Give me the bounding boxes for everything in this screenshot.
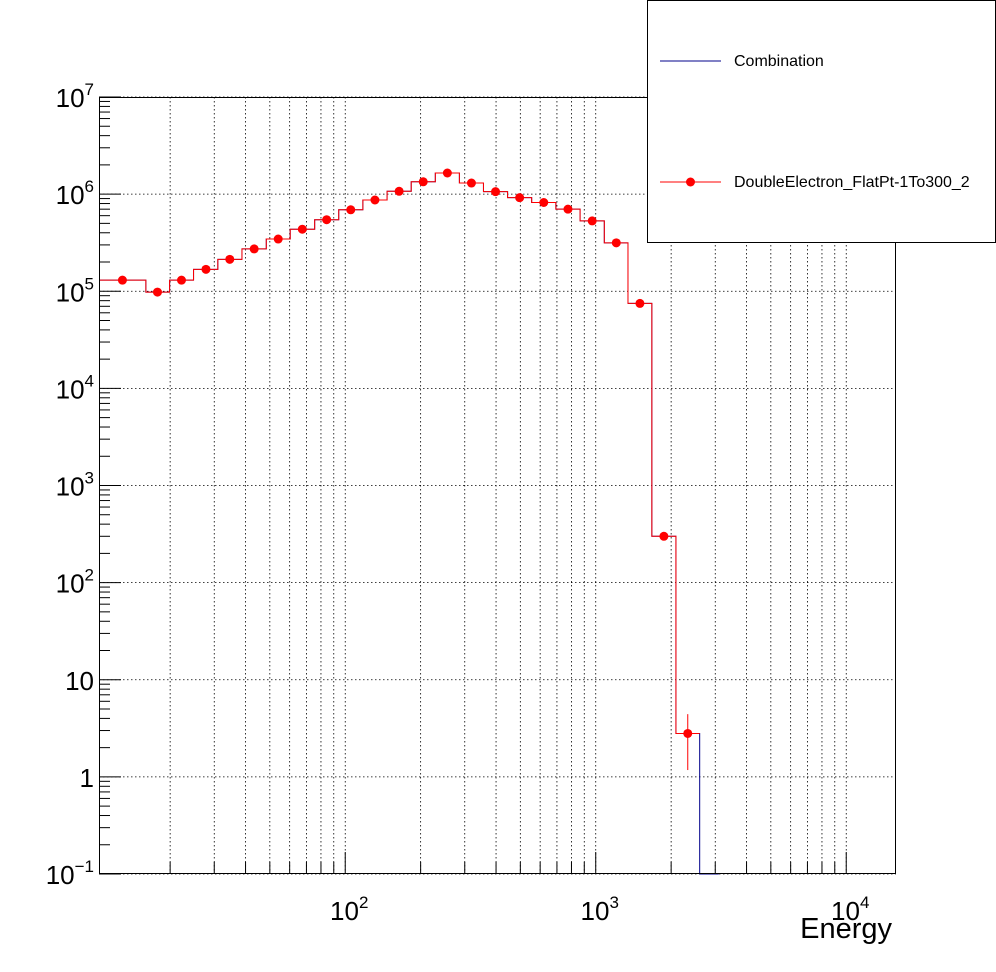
- y-tick-label: 107: [56, 80, 94, 113]
- data-histogram-line: [99, 172, 700, 734]
- data-point: [683, 728, 693, 738]
- data-point: [587, 216, 597, 226]
- data-point: [322, 215, 332, 225]
- y-tick-label: 10: [65, 666, 94, 696]
- data-point: [225, 254, 235, 264]
- data-point: [539, 197, 549, 207]
- data-point: [201, 264, 211, 274]
- data-point: [418, 177, 428, 187]
- data-point: [635, 298, 645, 308]
- legend-box: [647, 0, 996, 243]
- data-point: [659, 531, 669, 541]
- data-point: [515, 193, 525, 203]
- legend: Combination DoubleElectron_FlatPt-1To300…: [647, 0, 996, 243]
- plot-frame: [99, 97, 896, 874]
- data-point: [370, 195, 380, 205]
- data-point: [117, 275, 127, 285]
- y-tick-label: 102: [56, 566, 94, 599]
- y-tick-label: 1: [80, 763, 94, 793]
- data-point: [466, 178, 476, 188]
- x-tick-label: 104: [831, 893, 869, 926]
- data-point: [176, 275, 186, 285]
- x-tick-label: 103: [581, 893, 619, 926]
- data-point: [297, 224, 307, 234]
- data-point: [394, 186, 404, 196]
- x-tick-label: 102: [330, 893, 368, 926]
- y-tick-label: 106: [56, 177, 94, 210]
- legend-label-combination: Combination: [734, 53, 824, 70]
- y-tick-label: 103: [56, 469, 94, 502]
- data-point: [346, 205, 356, 215]
- series-layer: [99, 168, 719, 875]
- combination-histogram-line: [99, 172, 719, 875]
- data-point: [491, 187, 501, 197]
- legend-data-marker: [686, 177, 695, 187]
- data-point: [249, 244, 259, 254]
- y-tick-label: 104: [56, 371, 94, 404]
- data-point: [273, 234, 283, 244]
- legend-label-data: DoubleElectron_FlatPt-1To300_2: [734, 174, 970, 191]
- data-point: [563, 204, 573, 214]
- data-point: [611, 238, 621, 248]
- x-axis-title: Energy: [800, 913, 892, 945]
- y-tick-label: 10−1: [46, 857, 94, 890]
- y-tick-label: 105: [56, 274, 94, 307]
- data-point: [442, 168, 452, 178]
- data-point: [152, 287, 162, 297]
